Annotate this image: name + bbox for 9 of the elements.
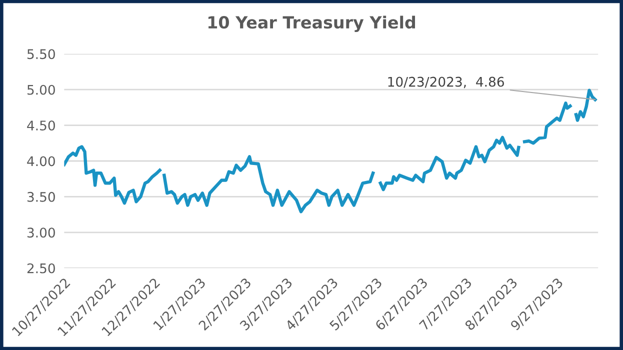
annotation: 10/23/2023, 4.86 <box>388 76 504 88</box>
y-tick-label: 4.00 <box>27 156 55 166</box>
y-tick-label: 4.50 <box>27 120 55 130</box>
chart-title: 10 Year Treasury Yield <box>208 16 416 32</box>
y-tick-label: 5.50 <box>27 49 55 60</box>
y-tick-label: 5.00 <box>27 84 55 95</box>
y-tick-label: 2.50 <box>27 263 55 274</box>
y-tick-label: 3.00 <box>27 228 55 238</box>
y-tick-label: 3.50 <box>27 192 55 202</box>
